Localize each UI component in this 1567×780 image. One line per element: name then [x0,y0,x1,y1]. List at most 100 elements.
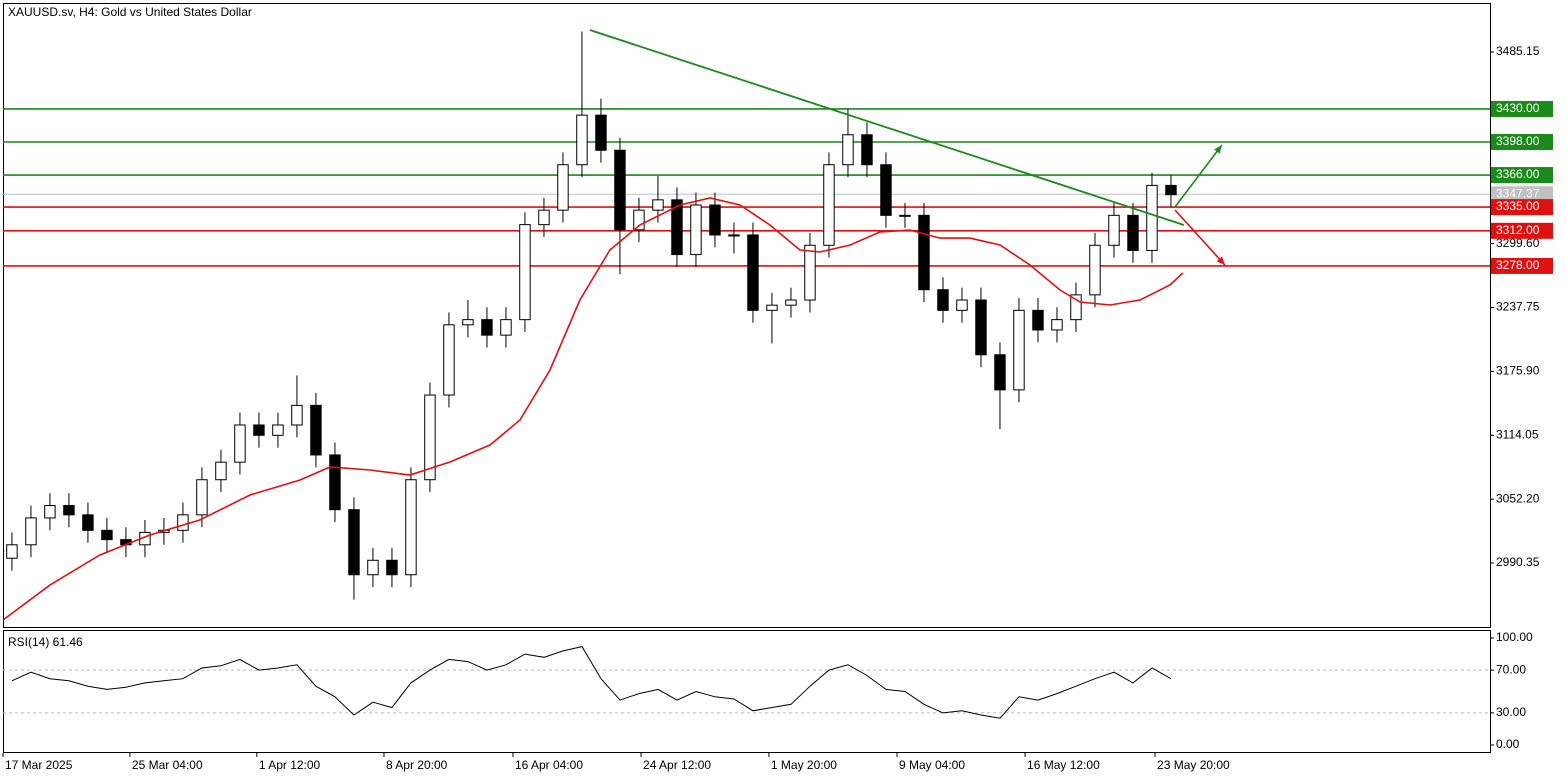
candle-body [861,134,873,166]
candle-body [842,134,854,166]
trendline [589,29,1185,226]
candle-body [1013,309,1025,391]
level-label: 3278.00 [1496,258,1540,272]
arrow-head [1216,256,1225,266]
candle-body [557,164,569,211]
price-panel [3,3,1491,628]
y-tick-label: 30.00 [1496,705,1526,719]
level-box [1491,134,1553,151]
candle-body [880,164,892,216]
candle-body [1165,184,1177,196]
candle-body [234,424,246,463]
candle-body [424,394,436,481]
x-tick-label: 25 Mar 04:00 [132,758,203,772]
x-tick-label: 1 May 20:00 [771,758,837,772]
candle-body [994,354,1006,391]
x-tick-label: 17 Mar 2025 [5,758,73,772]
candle-body [766,304,778,311]
candle-body [1146,184,1158,251]
candle-body [538,209,550,226]
candle-body [595,114,607,151]
level-label: 3312.00 [1496,223,1540,237]
candle-body [310,404,322,456]
level-label: 3430.00 [1496,101,1540,115]
candle-body [177,514,189,531]
candle-body [329,454,341,511]
x-tick-label: 9 May 04:00 [899,758,965,772]
candle-body [728,234,740,237]
x-tick-label: 24 Apr 12:00 [643,758,711,772]
candle-body [956,299,968,311]
candle-body [215,461,227,481]
candle-body [652,199,664,211]
x-tick-label: 8 Apr 20:00 [386,758,448,772]
level-label: 3335.00 [1496,199,1540,213]
level-box [1491,257,1553,274]
candle-body [44,505,56,519]
last-price-label: 3347.37 [1496,186,1540,200]
x-tick-label: 23 May 20:00 [1157,758,1230,772]
candle-body [1089,244,1101,296]
x-tick-label: 16 Apr 04:00 [515,758,583,772]
level-box [1491,199,1553,216]
level-box [1491,100,1553,117]
candle-body [101,529,113,541]
candle-body [823,164,835,246]
arrow-head [1214,145,1222,154]
candle-body [975,299,987,356]
candle-body [291,404,303,426]
y-tick-label: 100.00 [1496,630,1533,644]
candle-body [1108,214,1120,246]
candle-body [386,559,398,576]
candle-body [1032,309,1044,331]
candle-body [785,299,797,306]
candle-body [918,214,930,291]
candle-body [405,479,417,576]
candle-body [690,204,702,256]
candle-body [272,424,284,436]
candle-body [519,224,531,321]
candle-body [348,509,360,576]
candle-body [500,319,512,336]
candle-body [804,244,816,301]
y-tick-label: 3052.20 [1496,491,1540,505]
level-box [1491,222,1553,239]
y-tick-label: 3175.90 [1496,364,1540,378]
candle-body [1127,214,1139,251]
candle-body [443,324,455,396]
y-tick-label: 3485.15 [1496,44,1540,58]
y-tick-label: 0.00 [1496,737,1520,751]
candle-body [1051,319,1063,331]
candle-body [367,559,379,576]
candle-body [1070,294,1082,321]
candle-body [899,214,911,217]
y-tick-label: 3114.05 [1496,427,1539,441]
candle-body [481,319,493,336]
candle-body [462,319,474,326]
rsi-line [11,646,1172,719]
candle-body [614,149,626,231]
chart-title: XAUUSD.sv, H4: Gold vs United States Dol… [8,5,252,19]
arrow [1174,209,1226,266]
y-tick-label: 2990.35 [1496,555,1540,569]
candle-body [747,234,759,311]
candle-body [6,544,18,559]
level-label: 3366.00 [1496,167,1540,181]
moving-average [2,197,1184,621]
y-tick-label: 3299.60 [1496,236,1540,250]
level-box [1491,167,1553,184]
candle-body [576,114,588,166]
candle-body [196,479,208,516]
rsi-title: RSI(14) 61.46 [8,635,83,649]
candle-body [671,199,683,256]
x-tick-label: 16 May 12:00 [1027,758,1100,772]
candle-body [82,514,94,531]
rsi-panel [3,630,1491,753]
last-price-box [1491,186,1553,203]
candle-body [709,204,721,236]
candle-body [633,209,645,231]
y-tick-label: 70.00 [1496,662,1526,676]
x-tick-label: 1 Apr 12:00 [259,758,321,772]
